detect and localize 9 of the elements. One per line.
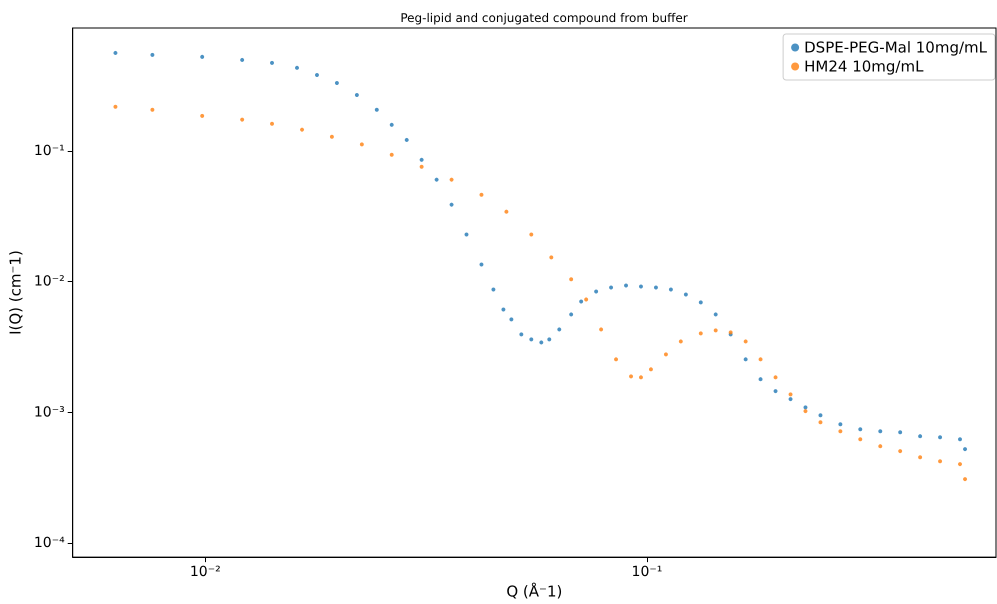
legend-label: HM24 10mg/mL <box>804 58 924 76</box>
y-tick-label: 10⁻³ <box>34 404 65 420</box>
y-axis-title: I(Q) (cm⁻1) <box>6 250 24 335</box>
chart-title: Peg-lipid and conjugated compound from buffer <box>400 11 688 25</box>
x-axis-title: Q (Å⁻1) <box>506 582 562 600</box>
legend-label: DSPE-PEG-Mal 10mg/mL <box>804 38 988 56</box>
y-tick-label: 10⁻¹ <box>34 142 65 159</box>
y-tick-label: 10⁻² <box>34 274 65 290</box>
y-tick-label: 10⁻⁴ <box>34 534 66 551</box>
